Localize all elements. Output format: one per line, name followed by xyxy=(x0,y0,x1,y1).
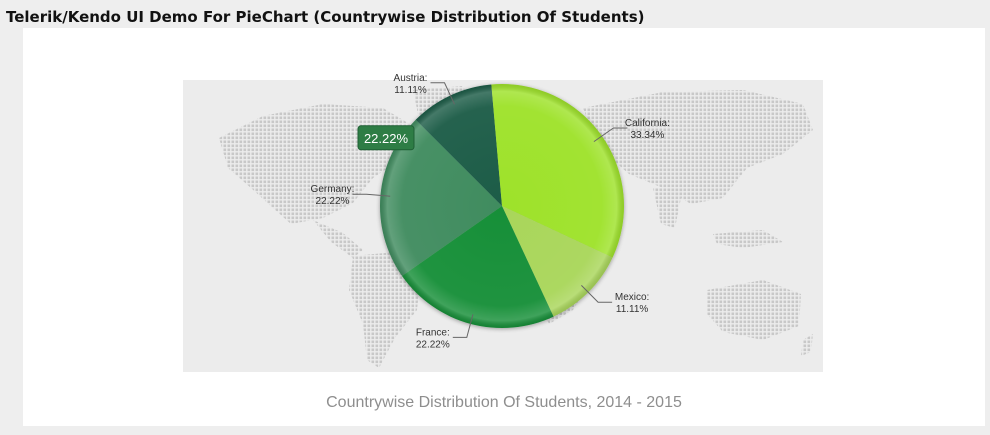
leader-line-california xyxy=(593,127,628,143)
slice-label-value-california: 33.34% xyxy=(630,130,664,141)
slice-label-category-california: California: xyxy=(625,118,670,129)
leader-line-france xyxy=(452,314,474,338)
chart-title: Countrywise Distribution Of Students, 20… xyxy=(326,394,682,411)
slice-label-category-austria: Austria: xyxy=(394,73,428,84)
slice-label-value-france: 22.22% xyxy=(416,339,450,350)
slice-label-category-germany: Germany: xyxy=(311,184,355,195)
pie-chart: Germany:22.22%Austria:11.11%California:3… xyxy=(183,73,823,372)
slice-label-value-germany: 22.22% xyxy=(316,196,350,207)
page-heading: Telerik/Kendo UI Demo For PieChart (Coun… xyxy=(6,8,645,26)
slice-labels: Germany:22.22%Austria:11.11%California:3… xyxy=(311,73,670,351)
leader-line-germany xyxy=(352,193,391,197)
tooltip-text: 22.22% xyxy=(364,131,409,146)
leader-line-austria xyxy=(430,82,455,105)
leader-line-mexico xyxy=(581,285,613,303)
tooltip-box xyxy=(357,125,415,151)
slice-label-category-mexico: Mexico: xyxy=(615,292,649,303)
slice-label-category-france: France: xyxy=(416,327,450,338)
pie-chart-card: Germany: 22.22% Austria: 11.11% California: 3… xyxy=(23,28,985,426)
slice-label-value-austria: 11.11% xyxy=(394,85,427,96)
slice-label-value-mexico: 11.11% xyxy=(616,304,649,315)
slice-tooltip: 22.22% xyxy=(357,125,415,151)
